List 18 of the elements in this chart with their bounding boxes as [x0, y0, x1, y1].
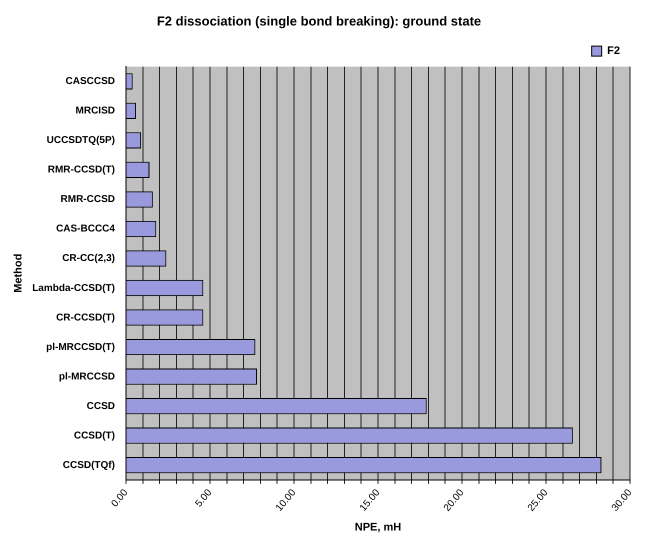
y-tick-label: pl-MRCCSD: [58, 371, 115, 382]
y-tick-label: RMR-CCSD: [60, 194, 115, 206]
y-tick-label: CCSD(T): [74, 430, 115, 442]
y-tick-label: CR-CC(2,3): [62, 253, 115, 264]
x-axis-title: NPE, mH: [354, 521, 402, 534]
chart-title: F2 dissociation (single bond breaking): ground state: [156, 13, 482, 28]
y-tick-label: RMR-CCSD(T): [48, 164, 115, 176]
y-tick-label: CR-CCSD(T): [56, 312, 115, 324]
y-axis-title: Method: [12, 254, 25, 293]
y-tick-label: CAS-BCCC4: [56, 224, 116, 235]
y-tick-label: pl-MRCCSD(T): [46, 342, 115, 353]
y-tick-label: UCCSDTQ(5P): [46, 135, 115, 146]
y-tick-label: CCSD: [86, 400, 115, 412]
legend-label: F2: [607, 45, 620, 58]
y-tick-label: CASCCSD: [66, 76, 115, 88]
y-tick-label: Lambda-CCSD(T): [32, 282, 115, 294]
y-tick-label: CCSD(TQf): [62, 460, 115, 471]
y-tick-label: MRCISD: [76, 106, 115, 117]
